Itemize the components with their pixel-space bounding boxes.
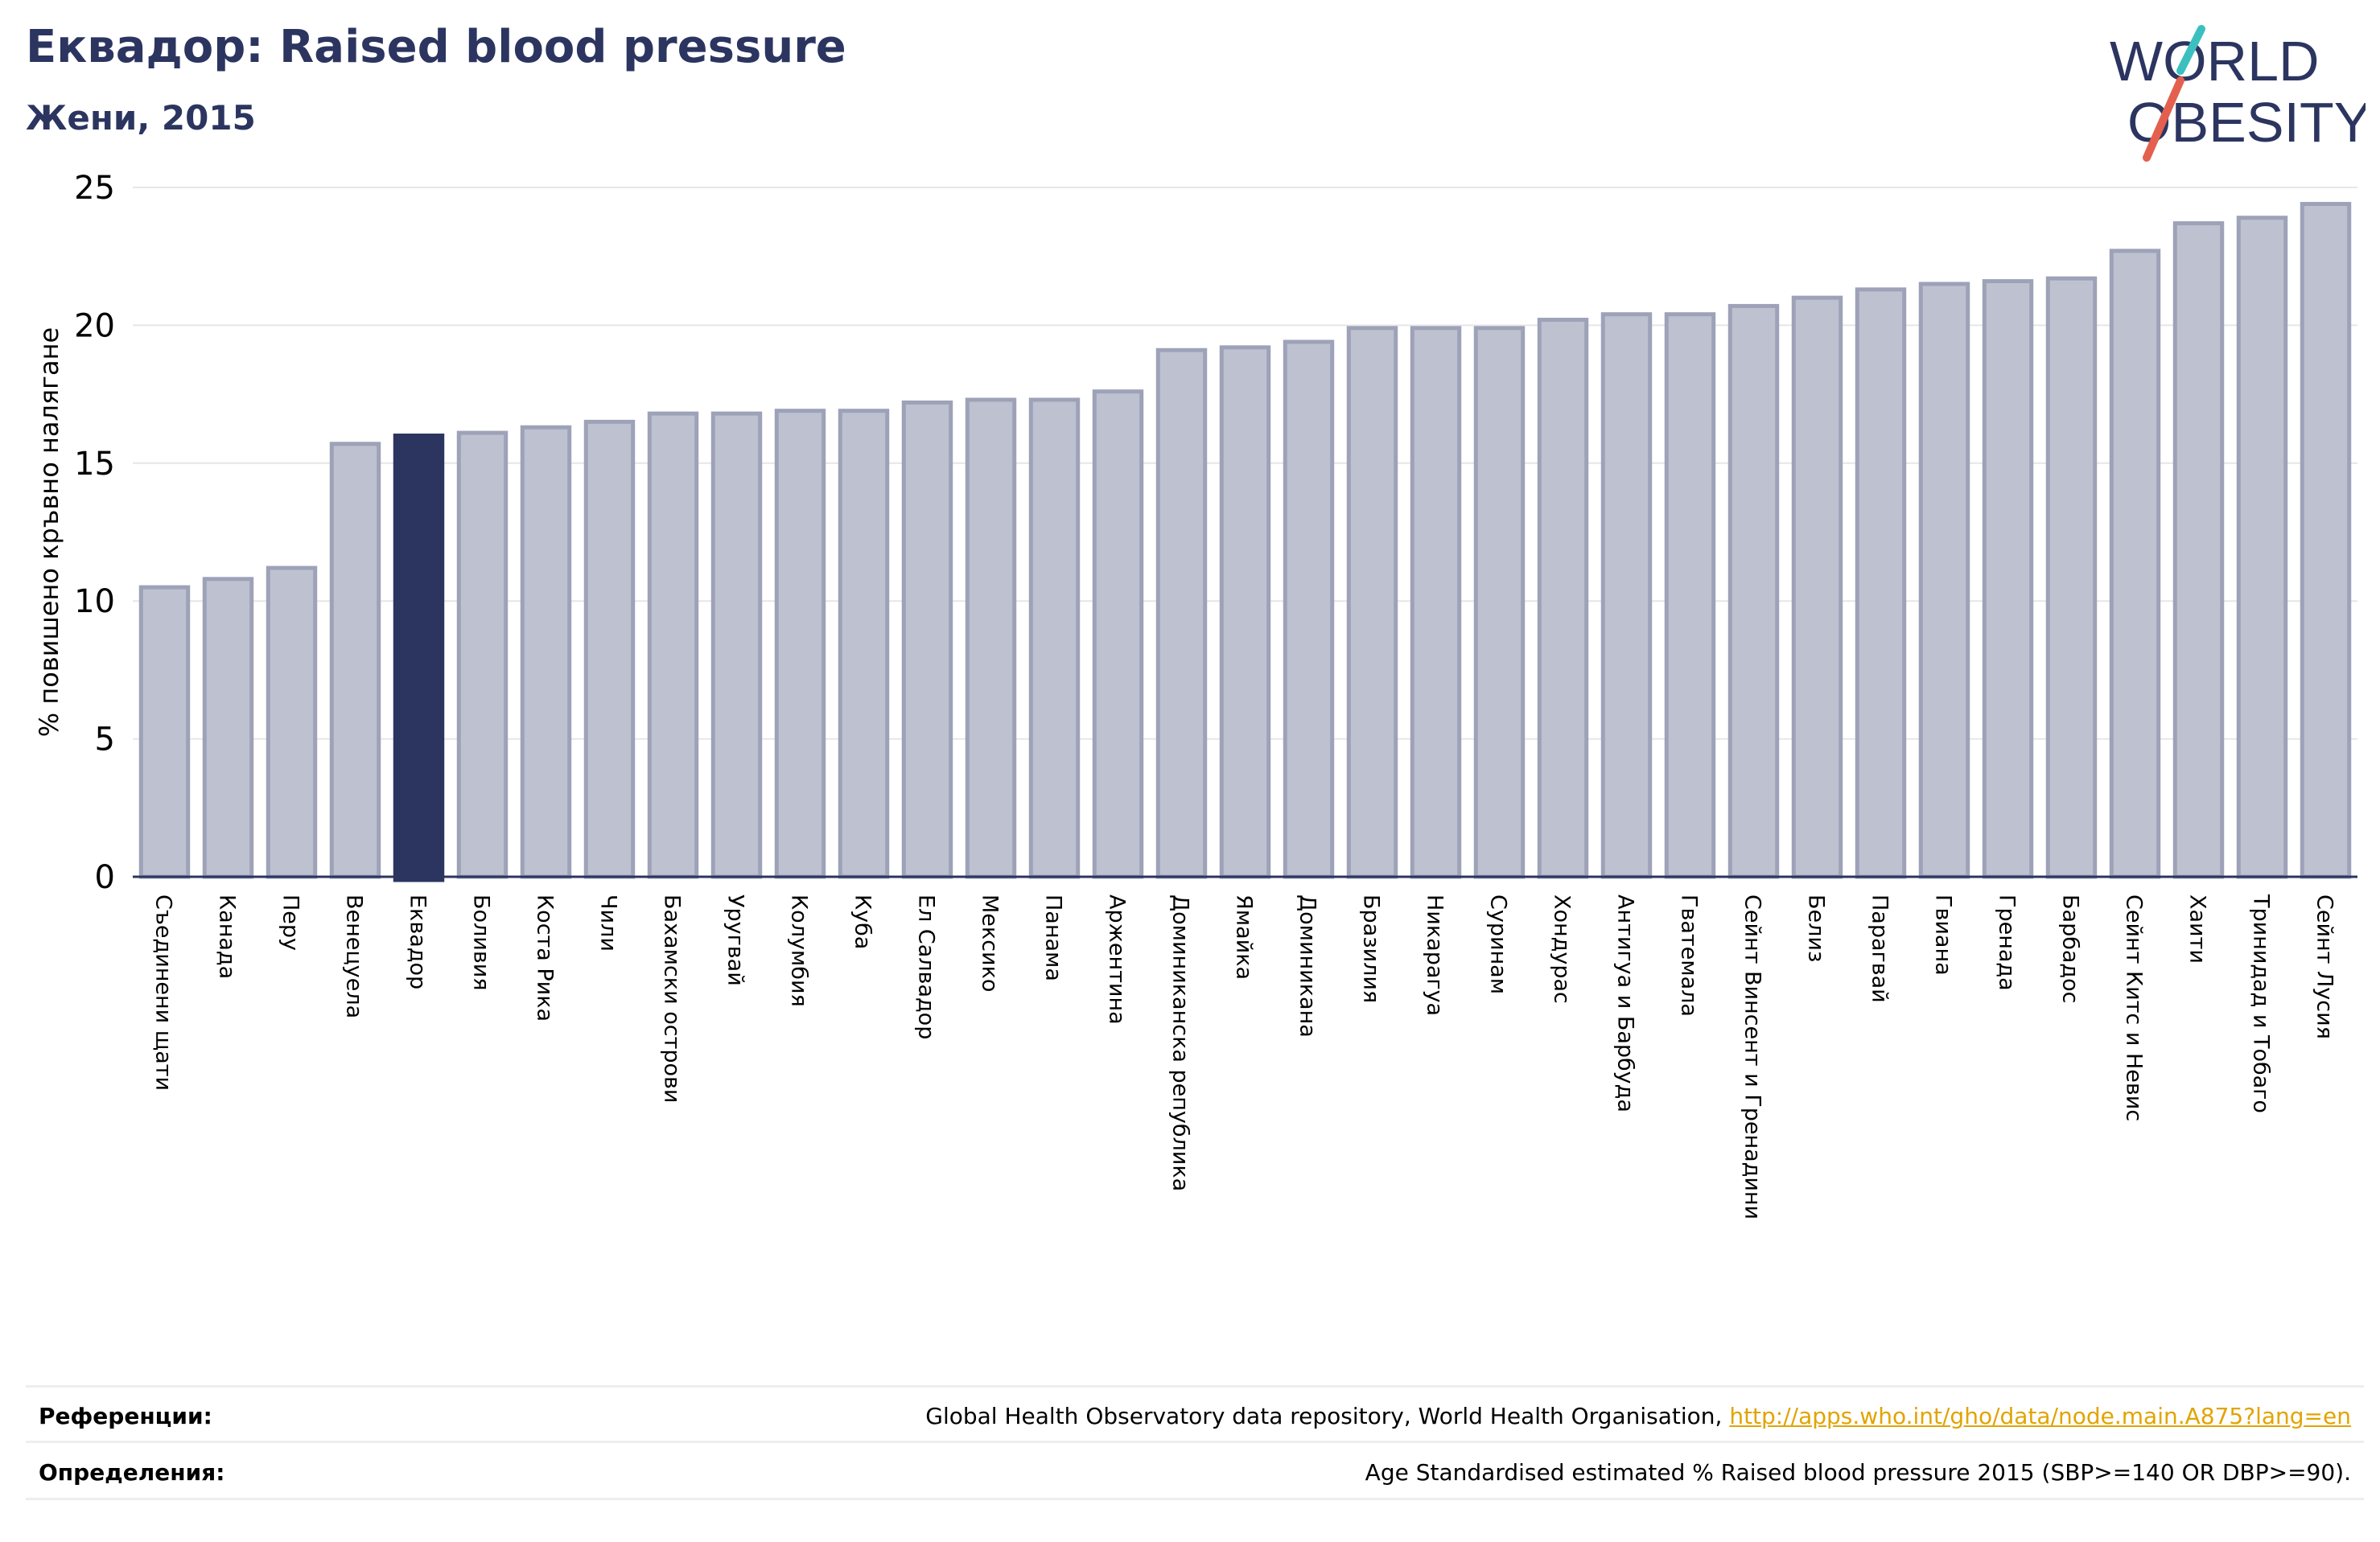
x-tick-label: Перу — [278, 894, 303, 951]
bar — [1537, 318, 1589, 879]
y-tick-label: 5 — [95, 722, 115, 759]
x-tick-label: Ел Салвадор — [914, 894, 939, 1039]
logo-slash-red — [2143, 76, 2184, 162]
definitions-text: Age Standardised estimated % Raised bloo… — [1365, 1459, 2351, 1486]
x-tick-label: Белиз — [1804, 894, 1829, 962]
y-tick-label: 25 — [74, 170, 115, 207]
bar — [1982, 279, 2034, 879]
bar — [774, 409, 826, 879]
bar — [710, 411, 763, 879]
footer-divider-top — [26, 1385, 2364, 1388]
bar — [1346, 326, 1398, 879]
y-tick-label: 20 — [74, 307, 115, 344]
y-tick-label: 15 — [74, 446, 115, 483]
definitions-label: Определения: — [39, 1459, 225, 1486]
x-tick-label: Бразилия — [1359, 894, 1384, 1003]
x-tick-label: Мексико — [978, 894, 1003, 992]
x-tick-label: Хаити — [2185, 894, 2210, 964]
y-tick-label: 0 — [95, 859, 115, 896]
x-tick-label: Колумбия — [787, 894, 812, 1007]
x-tick-label: Сейнт Китс и Невис — [2122, 894, 2147, 1121]
bar — [1155, 347, 1208, 879]
bar — [2109, 249, 2161, 879]
bar — [1600, 312, 1653, 879]
footer-divider-bottom — [26, 1498, 2364, 1500]
footer-divider-middle — [26, 1441, 2364, 1443]
x-tick-label: Гвиана — [1931, 894, 1956, 976]
x-tick-label: Ямайка — [1232, 894, 1257, 980]
bar — [2045, 276, 2098, 879]
y-axis-label: % повишено кръвно налягане — [34, 327, 64, 737]
bar — [1855, 287, 1907, 879]
x-tick-label: Съединени щати — [151, 894, 176, 1091]
page-title: Еквадор: Raised blood pressure — [26, 21, 846, 73]
x-tick-label: Уругвай — [723, 894, 748, 986]
x-tick-label: Канада — [215, 894, 240, 979]
x-tick-label: Боливия — [469, 894, 494, 991]
x-tick-label: Антигуа и Барбуда — [1613, 894, 1638, 1112]
bar — [202, 577, 254, 879]
references-text: Global Health Observatory data repositor… — [925, 1403, 2351, 1429]
bar — [1918, 282, 1970, 879]
bar — [2236, 216, 2288, 879]
bar — [901, 400, 953, 879]
references-link[interactable]: http://apps.who.int/gho/data/node.main.A… — [1729, 1403, 2351, 1429]
logo-line-1: WORLD — [2110, 30, 2320, 93]
y-tick-label: 10 — [74, 583, 115, 620]
x-tick-label: Сейнт Лусия — [2312, 894, 2337, 1039]
bar — [583, 419, 636, 879]
x-tick-label: Суринам — [1486, 894, 1511, 994]
references-source: Global Health Observatory data repositor… — [925, 1403, 1730, 1429]
bar — [647, 411, 699, 879]
world-obesity-logo: WORLD OBESITY — [2110, 25, 2366, 162]
x-tick-label: Коста Рика — [533, 894, 558, 1022]
bar — [456, 430, 509, 879]
x-tick-label: Тринидад и Тобаго — [2249, 894, 2274, 1113]
x-tick-label: Сейнт Винсент и Гренадини — [1740, 894, 1765, 1219]
logo-slash-teal — [2176, 25, 2205, 75]
bar — [1664, 312, 1716, 879]
bar — [2172, 221, 2225, 879]
bar — [2300, 202, 2352, 879]
x-tick-label: Парагвай — [1867, 894, 1892, 1003]
x-tick-label: Чили — [596, 894, 621, 952]
x-tick-label: Еквадор — [406, 894, 430, 989]
bar — [1092, 389, 1144, 879]
bar — [1473, 326, 1526, 879]
bar — [1791, 295, 1843, 879]
x-tick-label: Барбадос — [2058, 894, 2083, 1003]
references-label: Референции: — [39, 1403, 212, 1429]
bar — [1219, 345, 1271, 879]
bar-highlighted — [393, 434, 445, 882]
x-tick-label: Доминиканска република — [1168, 894, 1193, 1191]
x-tick-label: Гватемала — [1677, 894, 1702, 1017]
bar — [1410, 326, 1462, 879]
x-tick-label: Куба — [850, 894, 875, 949]
bar — [138, 585, 191, 879]
x-tick-label: Бахамски острови — [660, 894, 685, 1103]
x-tick-label: Гренада — [1995, 894, 2020, 991]
x-tick-label: Панама — [1041, 894, 1066, 981]
bar — [1283, 339, 1335, 879]
bar — [1727, 303, 1780, 879]
bar — [266, 565, 318, 879]
x-tick-label: Венецуела — [342, 894, 367, 1018]
x-tick-label: Аржентина — [1105, 894, 1130, 1025]
x-tick-label: Хондурас — [1550, 894, 1575, 1004]
x-tick-label: Никарагуа — [1423, 894, 1447, 1016]
bar — [838, 409, 890, 879]
x-tick-label: Доминикана — [1295, 894, 1320, 1038]
bar — [520, 425, 572, 879]
bar — [329, 442, 381, 879]
bar-chart: 0 5 10 15 20 25 % повишено кръвно налягане Съед… — [34, 170, 2357, 1219]
bar — [1028, 397, 1081, 879]
bar — [965, 397, 1017, 879]
page-subtitle: Жени, 2015 — [26, 98, 256, 138]
